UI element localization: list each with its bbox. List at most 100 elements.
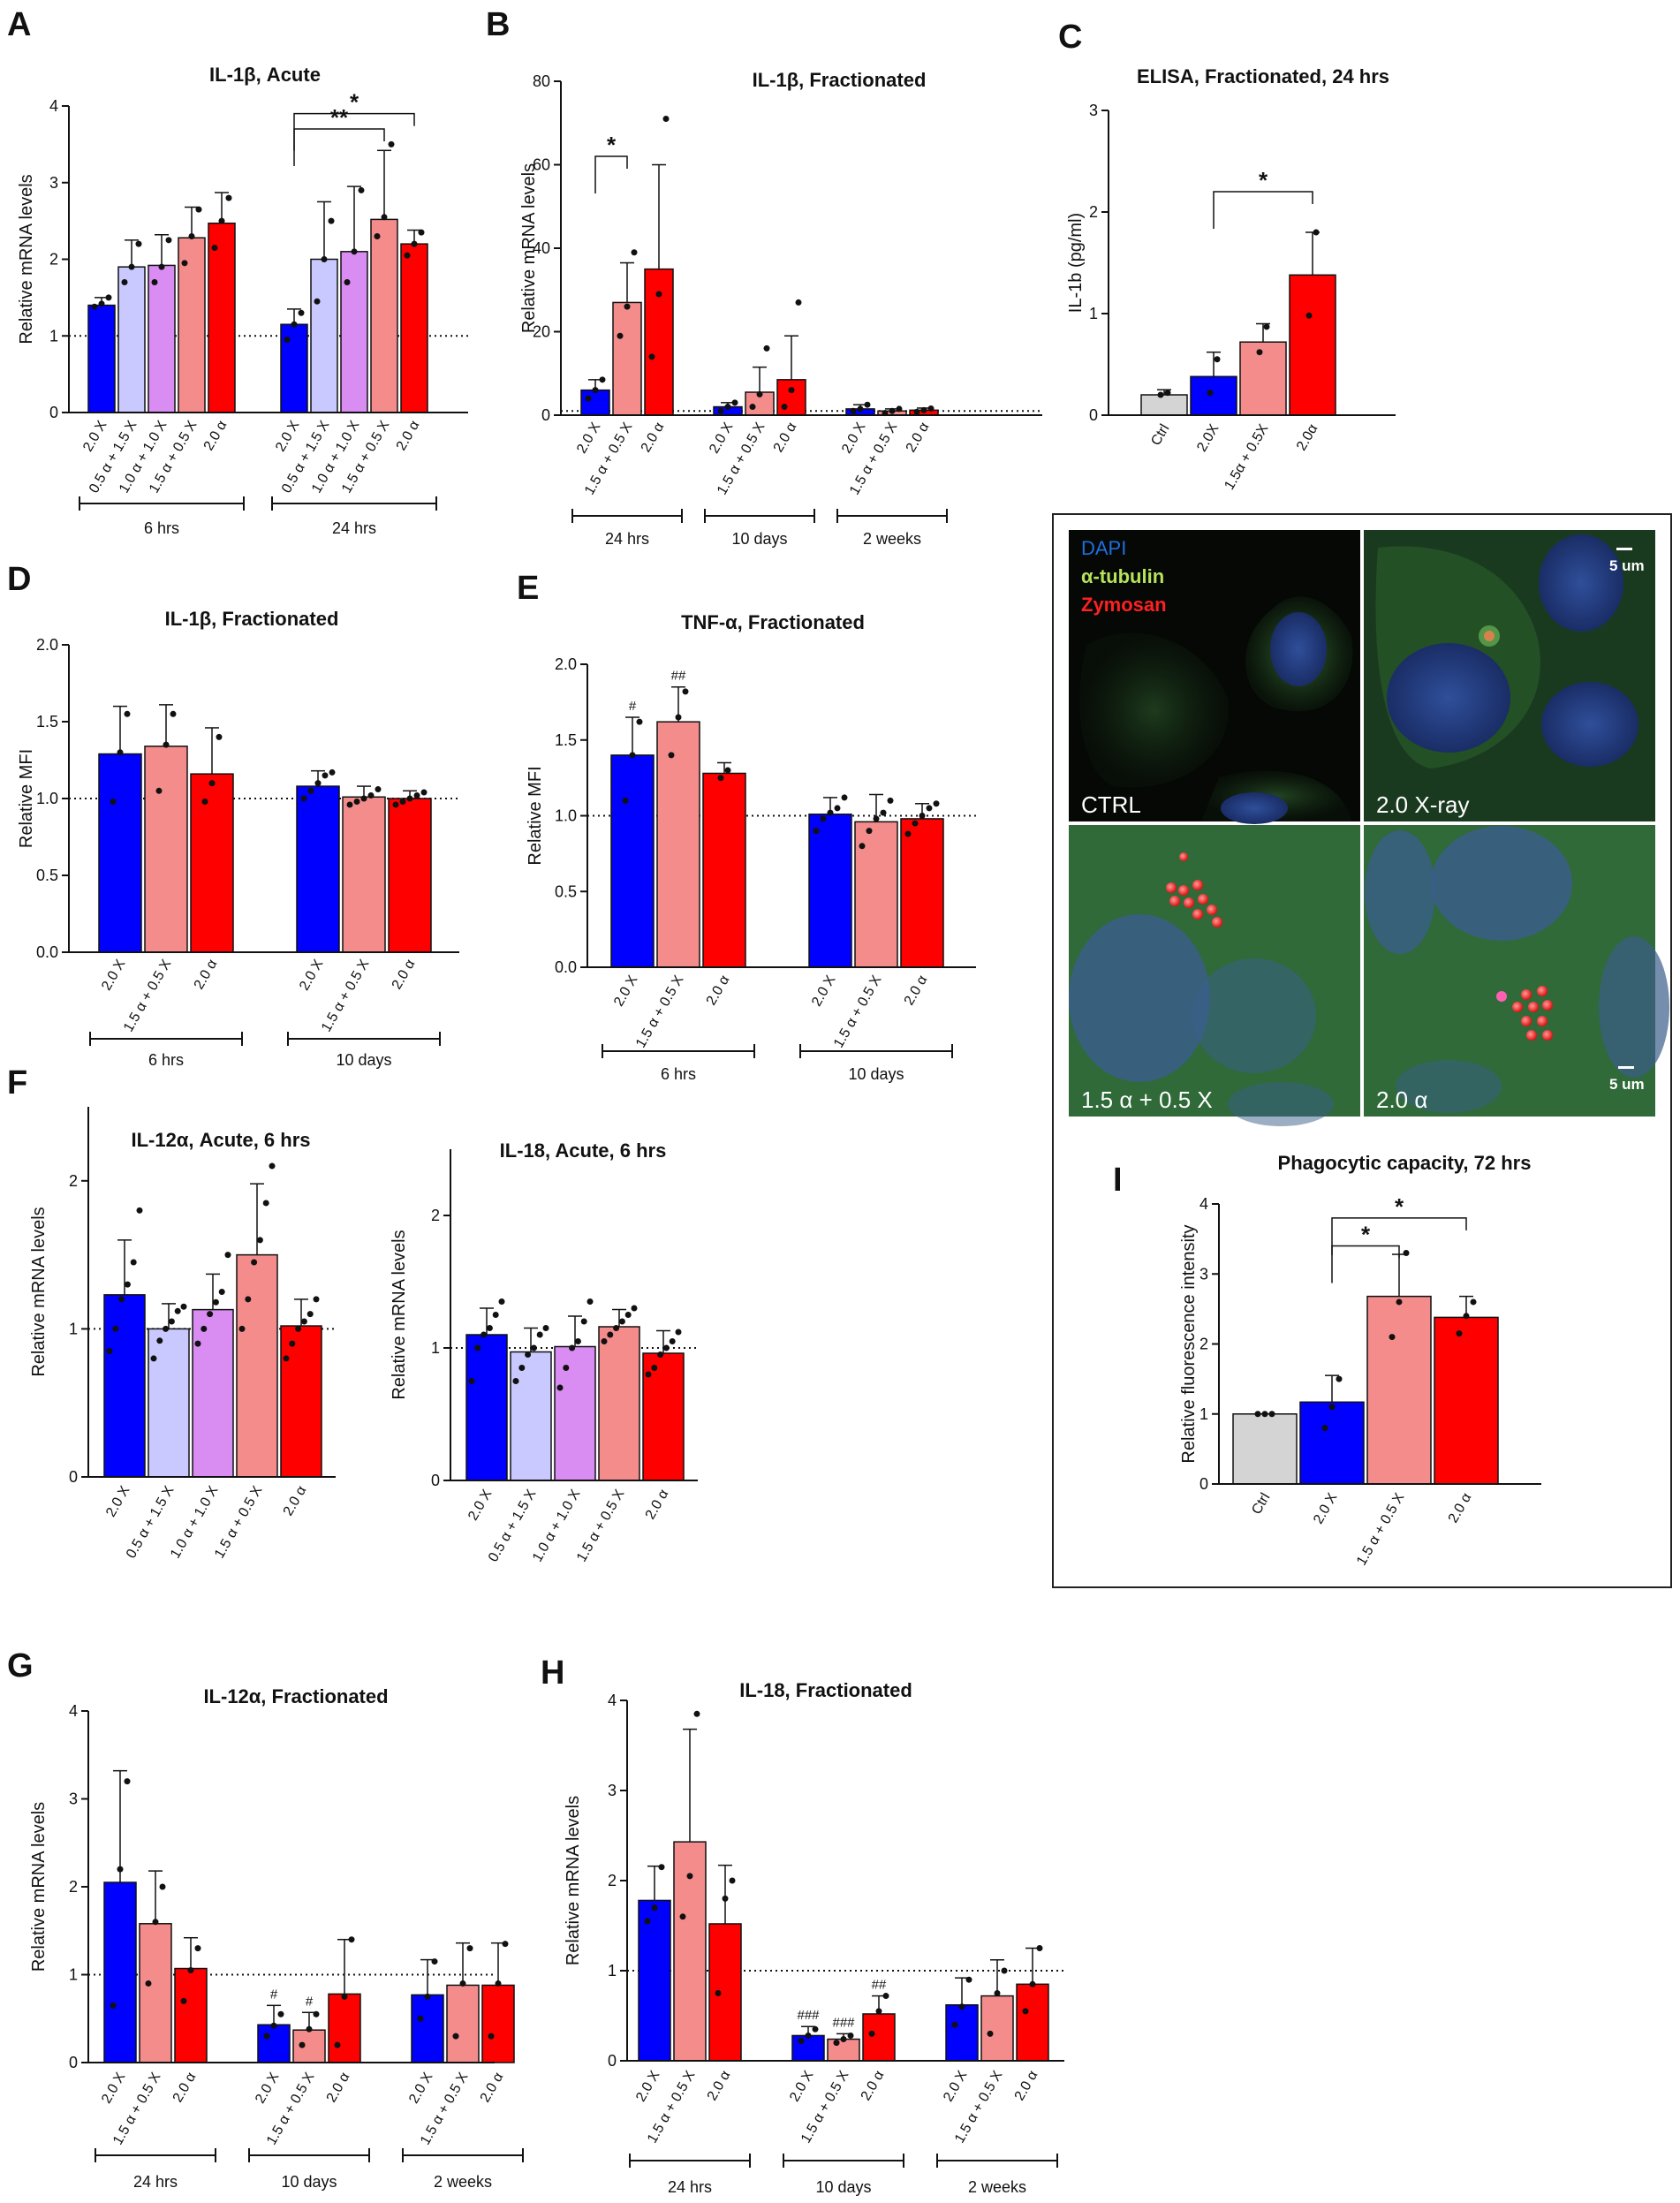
- chart-title: IL-12α, Fractionated: [203, 1685, 388, 1707]
- panel-letter-f: F: [7, 1064, 27, 1102]
- group-label: 2 weeks: [434, 2173, 492, 2191]
- data-point: [194, 1340, 201, 1347]
- data-point: [307, 787, 314, 794]
- bar-2-0: [1016, 1983, 1049, 2062]
- chart-title: IL-1β, Acute: [209, 64, 321, 86]
- data-point: [617, 332, 624, 339]
- data-point: [313, 2010, 320, 2018]
- chart-il1b-fractionated-mfi: IL-1β, Fractionated Relative MFI 0.0 0.5 1.0…: [17, 608, 459, 1069]
- panel-letter-a: A: [7, 6, 31, 43]
- group-label: 10 days: [336, 1051, 391, 1069]
- group-label: 6 hrs: [661, 1065, 696, 1083]
- significance-bracket: [1213, 191, 1313, 229]
- bar-1-5-0-5-x: [292, 2029, 326, 2063]
- data-point: [91, 303, 98, 310]
- data-point: [124, 710, 131, 717]
- data-point: [679, 1913, 686, 1920]
- x-tick-label: 2.0 X: [707, 420, 737, 456]
- chart-title: IL-18, Fractionated: [739, 1679, 912, 1701]
- bar-1-5-0-5-x: [370, 218, 398, 413]
- y-tick-label: 0.5: [36, 867, 58, 884]
- data-point: [542, 1325, 549, 1331]
- bar-2-0: [708, 1923, 742, 2062]
- y-tick-label: 3: [1089, 102, 1098, 119]
- chart-title: IL-1β, Fractionated: [753, 69, 927, 91]
- chart-tnfa-fractionated-mfi: TNF-α, Fractionated Relative MFI 0.0 0.5 1.0…: [526, 611, 976, 1083]
- data-point: [724, 404, 731, 411]
- significance-bracket: [594, 155, 628, 194]
- micro-label-ctrl: CTRL: [1081, 791, 1141, 818]
- data-point: [585, 395, 592, 402]
- data-point: [300, 1318, 307, 1325]
- y-tick-label: 3: [69, 1790, 78, 1808]
- bar-ctrl: [1140, 394, 1188, 416]
- data-point: [124, 1778, 131, 1785]
- y-tick-label: 1.5: [36, 713, 58, 731]
- bar-1-5-0-5x: [1239, 341, 1287, 416]
- x-tick-label: 1.5 α + 0.5 X: [319, 957, 373, 1034]
- x-tick-label: 2.0 X: [80, 418, 110, 454]
- x-tick-label: 2.0 X: [273, 418, 303, 454]
- x-tick-label: 1.0 α + 1.0 X: [168, 1483, 222, 1561]
- data-point: [262, 1200, 269, 1207]
- data-point: [847, 2032, 854, 2039]
- y-tick-label: 2: [608, 1872, 617, 1889]
- data-point: [334, 2041, 341, 2048]
- significance-hash: ##: [671, 669, 686, 684]
- significance-star: *: [607, 132, 617, 158]
- data-point: [1321, 1425, 1328, 1432]
- micro-scale-bottom: 5 um: [1609, 1076, 1645, 1093]
- data-point: [256, 1237, 263, 1244]
- data-point: [812, 2025, 819, 2033]
- x-tick-label: 2.0 α: [705, 2069, 734, 2104]
- y-tick-label: 2: [1199, 1336, 1208, 1353]
- data-point: [466, 1945, 473, 1952]
- data-point: [360, 795, 367, 802]
- data-point: [388, 140, 395, 148]
- panel-letter-b: B: [486, 6, 510, 43]
- data-point: [724, 767, 731, 774]
- significance-bracket: [293, 112, 415, 151]
- y-axis-label: Relative mRNA levels: [29, 1207, 49, 1376]
- significance-hash: #: [629, 699, 637, 714]
- data-point: [381, 214, 388, 221]
- x-tick-label: 2.0 X: [611, 973, 641, 1009]
- data-point: [512, 1378, 519, 1384]
- data-point: [224, 1252, 231, 1259]
- x-tick-label: 2.0X: [1194, 421, 1222, 454]
- data-point: [195, 206, 202, 213]
- data-point: [951, 2021, 958, 2028]
- data-point: [827, 809, 834, 816]
- bar-2-0-x: [1299, 1401, 1365, 1485]
- data-point: [170, 710, 177, 717]
- data-point: [431, 1958, 438, 1965]
- bar-2-0: [190, 773, 234, 953]
- data-point: [367, 792, 375, 799]
- data-point: [188, 232, 195, 239]
- bar-1-5-0-5-x: [139, 1923, 172, 2063]
- data-point: [322, 772, 329, 779]
- chart-title: IL-18, Acute, 6 hrs: [500, 1139, 667, 1162]
- data-point: [896, 405, 903, 413]
- y-tick-label: 40: [533, 239, 550, 257]
- data-point: [270, 2022, 277, 2029]
- x-tick-label: 2.0 X: [809, 973, 839, 1009]
- microscopy-panel-frame: [1052, 513, 1672, 1588]
- y-axis-label: Relative mRNA levels: [29, 1802, 49, 1972]
- x-tick-label: 2.0 α: [201, 419, 231, 454]
- micro-tile-alpha: 5 um 2.0 α: [1364, 825, 1669, 1117]
- data-point: [1263, 323, 1270, 330]
- data-point: [216, 733, 223, 740]
- data-point: [106, 1348, 113, 1355]
- data-point: [857, 405, 864, 413]
- data-point: [486, 1325, 493, 1331]
- data-point: [152, 1919, 159, 1926]
- x-tick-label: 2.0 X: [297, 957, 327, 993]
- x-tick-label: 2.0 X: [406, 2070, 436, 2106]
- data-point: [283, 1355, 290, 1362]
- data-point: [675, 1329, 682, 1336]
- data-point: [411, 240, 418, 247]
- x-tick-label: 2.0 X: [839, 420, 869, 456]
- y-tick-label: 2: [1089, 203, 1098, 221]
- data-point: [151, 279, 158, 286]
